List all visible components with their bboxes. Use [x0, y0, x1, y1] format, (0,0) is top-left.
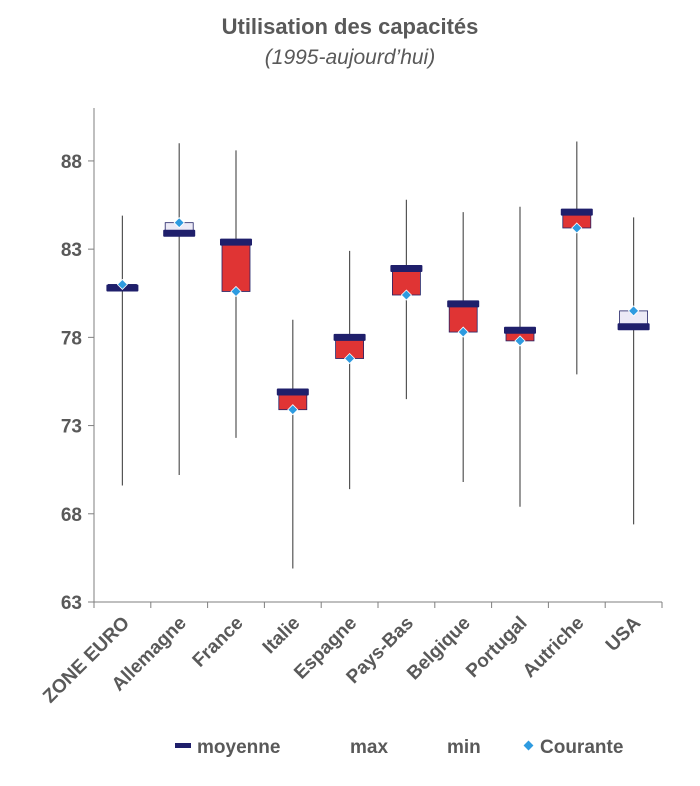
- mean-marker: [163, 229, 196, 237]
- current-marker: [173, 217, 185, 229]
- chart-title: Utilisation des capacités: [221, 14, 479, 39]
- mean-marker: [617, 323, 650, 331]
- x-tick-label: France: [189, 613, 248, 672]
- legend-item-min: min: [447, 737, 481, 759]
- y-tick-label: 73: [61, 417, 82, 438]
- change-box: [221, 241, 251, 292]
- legend-label-max: max: [350, 737, 389, 758]
- x-tick-label: Autriche: [519, 613, 588, 682]
- mean-marker: [333, 333, 366, 341]
- legend-item-moyenne: moyenne: [175, 737, 280, 759]
- mean-marker: [560, 208, 593, 216]
- current-marker: [344, 352, 356, 365]
- current-marker: [457, 326, 469, 338]
- mean-marker: [276, 388, 309, 396]
- x-tick-label: Italie: [259, 613, 304, 658]
- mean-marker: [390, 265, 423, 273]
- y-tick-label: 83: [61, 240, 82, 261]
- mean-marker: [447, 300, 480, 308]
- mean-marker: [504, 326, 536, 334]
- current-marker: [287, 404, 299, 416]
- current-marker: [628, 305, 640, 317]
- y-tick-label: 88: [61, 152, 82, 173]
- legend-diamond-icon: [523, 741, 534, 751]
- legend-dash-icon: [175, 743, 191, 749]
- legend: moyenne max min Courante: [0, 737, 700, 765]
- y-tick-label: 68: [61, 505, 82, 526]
- current-marker: [571, 222, 583, 234]
- legend-label-moyenne: moyenne: [197, 737, 281, 758]
- y-tick-label: 63: [61, 593, 82, 614]
- current-marker: [514, 335, 526, 347]
- y-tick-label: 78: [61, 328, 82, 349]
- current-marker: [230, 285, 242, 298]
- legend-item-courante: Courante: [523, 737, 624, 759]
- x-tick-label: Belgique: [403, 613, 475, 685]
- mean-marker: [220, 238, 252, 246]
- x-tick-label: USA: [602, 612, 645, 655]
- current-marker: [400, 289, 412, 301]
- chart-subtitle: (1995-aujourd’hui): [264, 46, 436, 69]
- x-tick-label: Portugal: [462, 613, 531, 682]
- current-marker: [116, 278, 128, 290]
- legend-label-courante: Courante: [540, 737, 624, 758]
- change-box: [448, 303, 478, 333]
- legend-label-min: min: [447, 737, 481, 758]
- legend-item-max: max: [350, 737, 388, 759]
